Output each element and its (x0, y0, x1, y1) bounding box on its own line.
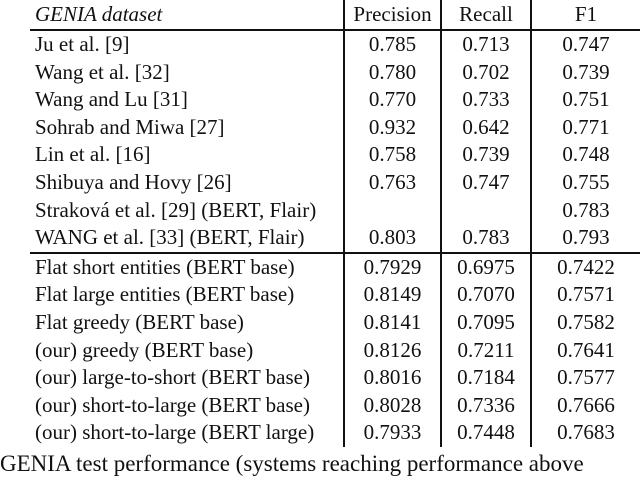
recall-cell: 0.7070 (442, 281, 532, 309)
table-caption: GENIA test performance (systems reaching… (0, 451, 584, 476)
table-row: (our) greedy (BERT base) 0.8126 0.7211 0… (30, 336, 640, 365)
precision-cell: 0.763 (345, 168, 442, 197)
system-name-cell: Wang et al. [32] (30, 58, 345, 87)
recall-cell: 0.7184 (442, 364, 532, 392)
recall-cell: 0.747 (442, 168, 532, 197)
f1-cell: 0.783 (562, 197, 610, 222)
table-row: (our) large-to-short (BERT base) 0.8016 … (30, 364, 640, 392)
f1-cell: 0.793 (562, 225, 610, 250)
table-row: Straková et al. [29] (BERT, Flair) 0.783 (30, 196, 640, 225)
table-row: Sohrab and Miwa [27] 0.932 0.642 0.771 (30, 113, 640, 142)
table-row: Ju et al. [9] 0.785 0.713 0.747 (30, 31, 640, 59)
table-row: Wang et al. [32] 0.780 0.702 0.739 (30, 58, 640, 87)
precision-cell: 0.758 (345, 141, 442, 169)
precision-cell: 0.8016 (345, 364, 442, 392)
column-header-recall: Recall (442, 0, 532, 29)
precision-cell: 0.8126 (345, 336, 442, 365)
precision-cell: 0.8141 (345, 308, 442, 337)
f1-cell: 0.771 (562, 114, 610, 139)
recall-cell: 0.713 (442, 31, 532, 59)
table-row: Shibuya and Hovy [26] 0.763 0.747 0.755 (30, 168, 640, 197)
recall-cell: 0.739 (442, 141, 532, 169)
system-name-cell: (our) short-to-large (BERT large) (30, 419, 345, 447)
f1-cell: 0.7422 (557, 254, 615, 279)
f1-cell: 0.748 (562, 142, 610, 167)
system-name-cell: Wang and Lu [31] (30, 86, 345, 114)
f1-cell: 0.7666 (557, 392, 615, 417)
f1-cell: 0.7582 (557, 309, 615, 334)
precision-cell: 0.8028 (345, 391, 442, 420)
table-row: Flat greedy (BERT base) 0.8141 0.7095 0.… (30, 308, 640, 337)
system-name-cell: Shibuya and Hovy [26] (30, 168, 345, 197)
system-name-cell: Straková et al. [29] (BERT, Flair) (30, 196, 345, 225)
system-name-cell: (our) large-to-short (BERT base) (30, 364, 345, 392)
system-name-cell: Flat short entities (BERT base) (30, 253, 345, 282)
system-name-cell: Lin et al. [16] (30, 141, 345, 169)
f1-cell: 0.755 (562, 169, 610, 194)
f1-cell: 0.739 (562, 59, 610, 84)
precision-cell (345, 196, 442, 225)
f1-cell: 0.7683 (557, 420, 615, 445)
system-name-cell: Flat large entities (BERT base) (30, 281, 345, 309)
f1-cell: 0.7577 (557, 365, 615, 390)
f1-cell: 0.751 (562, 87, 610, 112)
system-name-cell: (our) short-to-large (BERT base) (30, 391, 345, 420)
f1-cell: 0.7571 (557, 282, 615, 307)
table-row: Lin et al. [16] 0.758 0.739 0.748 (30, 141, 640, 169)
system-name-cell: (our) greedy (BERT base) (30, 336, 345, 365)
precision-cell: 0.770 (345, 86, 442, 114)
recall-cell: 0.6975 (442, 253, 532, 282)
table-row: Flat large entities (BERT base) 0.8149 0… (30, 281, 640, 309)
system-name-cell: Sohrab and Miwa [27] (30, 113, 345, 142)
f1-cell: 0.747 (562, 32, 610, 56)
table-row: WANG et al. [33] (BERT, Flair) 0.803 0.7… (30, 224, 640, 252)
system-name-cell: Ju et al. [9] (30, 31, 345, 59)
recall-cell: 0.7336 (442, 391, 532, 420)
table-row: Wang and Lu [31] 0.770 0.733 0.751 (30, 86, 640, 114)
recall-cell: 0.702 (442, 58, 532, 87)
precision-cell: 0.7933 (345, 419, 442, 447)
precision-cell: 0.785 (345, 31, 442, 59)
table-row: (our) short-to-large (BERT large) 0.7933… (30, 419, 640, 447)
precision-cell: 0.7929 (345, 253, 442, 282)
table-section-prior-work: Ju et al. [9] 0.785 0.713 0.747 Wang et … (30, 31, 640, 252)
recall-cell: 0.7095 (442, 308, 532, 337)
system-name-cell: Flat greedy (BERT base) (30, 308, 345, 337)
f1-cell: 0.7641 (557, 337, 615, 362)
column-header-precision: Precision (345, 0, 442, 29)
recall-cell: 0.7211 (442, 336, 532, 365)
precision-cell: 0.932 (345, 113, 442, 142)
recall-cell (442, 196, 532, 225)
table-row: Flat short entities (BERT base) 0.7929 0… (30, 253, 640, 282)
system-name-cell: WANG et al. [33] (BERT, Flair) (30, 224, 345, 252)
table-header-row: GENIA dataset Precision Recall F1 (30, 0, 640, 31)
precision-cell: 0.780 (345, 58, 442, 87)
column-header-dataset: GENIA dataset (30, 0, 345, 29)
column-header-f1: F1 (574, 2, 598, 26)
recall-cell: 0.783 (442, 224, 532, 252)
recall-cell: 0.733 (442, 86, 532, 114)
recall-cell: 0.7448 (442, 419, 532, 447)
precision-cell: 0.803 (345, 224, 442, 252)
precision-cell: 0.8149 (345, 281, 442, 309)
recall-cell: 0.642 (442, 113, 532, 142)
table-section-this-work: Flat short entities (BERT base) 0.7929 0… (30, 251, 640, 447)
genia-results-table: GENIA dataset Precision Recall F1 Ju et … (30, 0, 640, 447)
table-row: (our) short-to-large (BERT base) 0.8028 … (30, 391, 640, 420)
